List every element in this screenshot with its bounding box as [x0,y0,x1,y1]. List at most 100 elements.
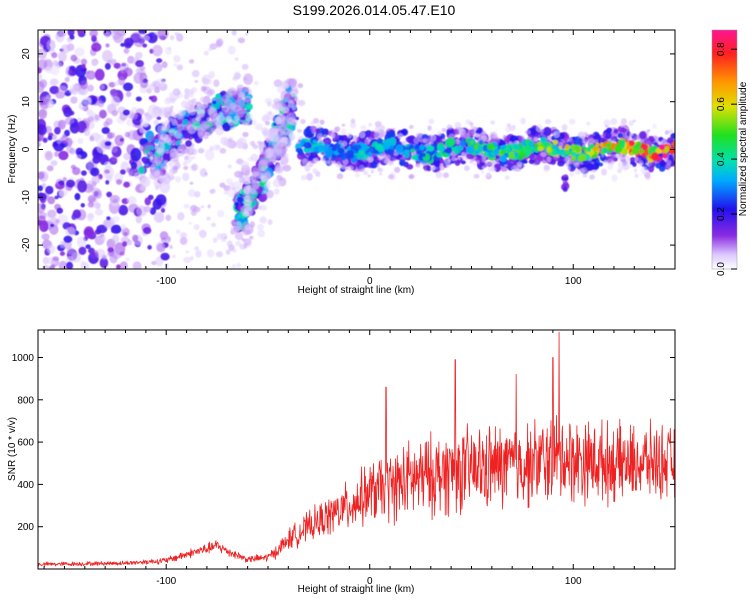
spectral-blob [230,219,236,226]
spectral-blob [403,149,409,155]
spectral-blob [368,122,373,127]
spectral-blob [568,118,576,125]
spectral-blob [212,237,218,243]
spectral-blob [274,103,283,112]
spectral-blob [89,30,98,38]
spectral-blob [537,146,544,152]
spectral-blob [38,215,46,223]
spectral-blob [185,89,194,96]
spectral-blob [168,46,172,51]
spectral-blob [111,229,116,234]
spectral-blob [629,132,634,137]
spectral-blob [659,159,666,167]
spectral-blob [69,148,76,155]
spectral-blob [38,124,47,136]
spectral-blob [265,189,274,199]
spectral-blob [158,107,168,115]
spectral-blob [46,244,56,254]
spectral-blob [482,157,487,163]
spectral-blob [111,215,120,223]
spectral-blob [138,30,147,35]
spectral-blob [516,152,525,161]
spectral-blob [350,145,355,150]
spectral-blob [161,61,168,69]
spectral-blob [210,127,216,133]
spectral-blob [581,167,588,175]
spectral-blob [593,139,599,143]
spectrogram-ytick-label: 10 [21,96,32,108]
spectral-blob [147,245,152,250]
snr-xtick-label: 0 [367,576,373,587]
spectral-blob [91,175,101,184]
spectral-blob [180,100,188,109]
spectral-blob [87,84,94,92]
spectral-blob [272,148,282,160]
spectral-blob [153,171,160,177]
spectral-blob [336,173,344,180]
spectral-blob [130,147,142,162]
spectral-blob [551,149,558,156]
spectral-blob [177,145,184,152]
spectral-blob [165,235,172,244]
spectral-blob [202,78,209,86]
spectral-blob [508,152,515,160]
spectral-blob [492,134,498,139]
spectral-blob [362,154,369,160]
spectral-blob [254,123,264,131]
spectral-blob [422,137,428,143]
spectral-blob [239,161,250,169]
spectral-blob [92,155,101,164]
spectral-blob [535,124,543,133]
spectral-blob [52,256,60,262]
colorbar-tick-label: 0.4 [716,152,727,166]
spectral-blob [415,143,420,150]
spectral-blob [38,171,45,180]
spectral-blob [433,158,441,168]
spectral-blob [638,131,647,140]
spectral-blob [274,116,282,125]
spectral-blob [137,166,145,175]
spectral-blob [442,172,449,178]
colorbar-label: Normalized spectral amplitude [738,81,749,216]
spectral-blob [57,85,68,94]
spectral-blob [175,229,181,235]
spectral-blob [176,64,184,71]
spectral-blob [111,155,118,162]
spectral-blob [360,125,367,131]
spectral-blob [267,219,273,225]
spectral-blob [427,125,432,131]
spectral-blob [446,124,453,130]
spectral-blob [233,185,242,195]
spectral-blob [249,221,256,228]
spectral-blob [215,251,224,258]
spectral-blob [91,60,98,67]
spectral-blob [528,159,535,165]
spectral-blob [313,157,319,163]
spectral-blob [237,137,247,149]
spectral-blob [611,174,618,182]
spectral-blob [188,59,195,64]
spectral-blob [322,134,328,139]
spectral-blob [242,131,249,138]
spectral-blob [49,78,59,86]
spectral-blob [168,107,173,113]
spectral-blob [191,156,196,160]
spectral-blob [174,31,179,36]
spectral-blob [552,139,559,145]
spectral-blob [183,204,190,209]
spectral-blob [38,67,42,74]
colorbar-tick-label: 0.6 [716,97,727,111]
spectral-blob [58,180,65,186]
spectral-blob [194,79,199,83]
spectrogram-xtick-label: 0 [367,276,373,287]
spectral-blob [211,222,217,228]
snr-panel: -100 0 100 200 400 600 800 1000 Height of strai… [7,329,676,595]
spectral-blob [473,162,477,167]
spectral-blob [104,161,112,168]
spectral-blob [206,116,215,123]
spectral-blob [227,137,234,144]
spectral-blob [191,163,198,171]
spectral-blob [95,134,105,145]
spectral-blob [321,157,326,162]
